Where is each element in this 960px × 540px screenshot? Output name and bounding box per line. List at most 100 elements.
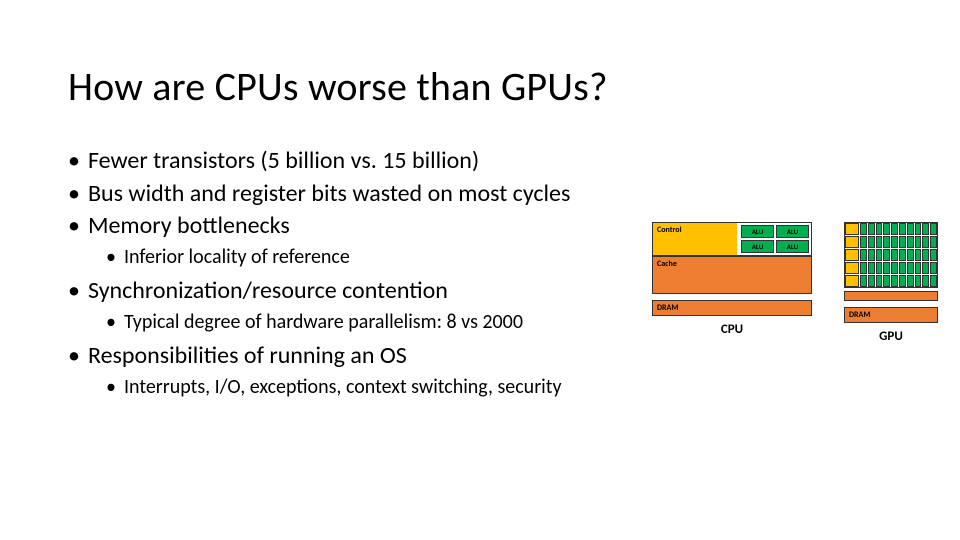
bullet-item: • Memory bottlenecks	[68, 211, 628, 242]
gpu-row	[845, 236, 937, 248]
gpu-alu-cell	[930, 236, 937, 248]
bullet-dot-icon: •	[106, 374, 116, 400]
gpu-row	[845, 275, 937, 287]
gpu-alu-cell	[876, 249, 883, 261]
bullet-list: • Fewer transistors (5 billion vs. 15 bil…	[68, 146, 628, 406]
gpu-control-mini	[845, 275, 859, 287]
gpu-alu-cell	[899, 275, 906, 287]
gpu-alu-cell	[899, 236, 906, 248]
gpu-alu-cell	[868, 275, 875, 287]
gpu-alu-cell	[922, 275, 929, 287]
bullet-text: Inferior locality of reference	[124, 244, 350, 270]
gpu-alu-cell	[868, 262, 875, 274]
slide: How are CPUs worse than GPUs? •Fewer tra…	[0, 0, 960, 540]
sub-bullet-item: • Interrupts, I/O, exceptions, context sw…	[106, 374, 628, 400]
gpu-alu-cell	[876, 236, 883, 248]
cpu-alu-block: ALU	[741, 240, 774, 253]
cpu-control-label: Control	[657, 225, 682, 235]
gpu-control-mini	[845, 262, 859, 274]
gpu-caption: GPU	[844, 329, 938, 344]
gpu-diagram: DRAM GPU	[844, 222, 938, 344]
gpu-alu-cell	[883, 249, 890, 261]
gpu-alu-cell	[876, 223, 883, 235]
bullet-text: Synchronization/resource contention	[88, 276, 448, 307]
gpu-row	[845, 223, 937, 235]
cpu-dram-label: DRAM	[657, 303, 678, 313]
cpu-control-block: Control	[653, 223, 737, 255]
gpu-alu-cell	[899, 223, 906, 235]
gpu-alu-cell	[883, 223, 890, 235]
bullet-text: Memory bottlenecks	[88, 211, 290, 242]
bullet-dot-icon: •	[106, 244, 116, 270]
gpu-alu-cell	[891, 236, 898, 248]
gpu-control-mini	[845, 223, 859, 235]
gpu-dram-label: DRAM	[849, 310, 870, 320]
gpu-control-mini	[845, 236, 859, 248]
gpu-alu-cell	[915, 249, 922, 261]
gpu-alu-cell	[915, 223, 922, 235]
gpu-alu-cell	[883, 236, 890, 248]
bullet-dot-icon: •	[68, 179, 80, 210]
bullet-item: • Synchronization/resource contention	[68, 276, 628, 307]
bullet-text: Interrupts, I/O, exceptions, context swi…	[124, 374, 562, 400]
gpu-alu-cell	[860, 236, 867, 248]
bullet-item: • Responsibilities of running an OS	[68, 341, 628, 372]
bullet-dot-icon: •	[68, 211, 80, 242]
bullet-text: Bus width and register bits wasted on mo…	[88, 179, 570, 210]
bullet-dot-icon: •	[68, 276, 80, 307]
gpu-alu-cell	[907, 275, 914, 287]
gpu-alu-cell	[915, 262, 922, 274]
cpu-top-row: Control ALU ALU ALU ALU	[652, 222, 812, 256]
bullet-text: Typical degree of hardware parallelism: …	[124, 309, 523, 335]
gpu-alu-cell	[922, 236, 929, 248]
gpu-alu-cell	[907, 223, 914, 235]
bullet-text: Fewer transistors (5 billion vs. 15 bill…	[88, 146, 479, 177]
cpu-alu-block: ALU	[741, 225, 774, 238]
gpu-alu-cell	[876, 275, 883, 287]
cpu-cache-label: Cache	[657, 259, 677, 269]
gpu-alu-cell	[930, 249, 937, 261]
architecture-diagrams: Control ALU ALU ALU ALU Cache DRAM CPU	[652, 222, 942, 344]
cpu-diagram: Control ALU ALU ALU ALU Cache DRAM CPU	[652, 222, 812, 344]
gpu-alu-cell	[883, 275, 890, 287]
gpu-alu-cell	[860, 223, 867, 235]
gpu-control-mini	[845, 249, 859, 261]
gpu-alu-cell	[860, 262, 867, 274]
bullet-dot-icon: •	[106, 309, 116, 335]
bullet-item: • Bus width and register bits wasted on m…	[68, 179, 628, 210]
cpu-alu-block: ALU	[776, 225, 809, 238]
gpu-alu-cell	[868, 236, 875, 248]
cpu-alu-grid: ALU ALU ALU ALU	[737, 223, 811, 255]
gpu-alu-grid	[844, 222, 938, 288]
gpu-cache-block	[844, 291, 938, 301]
gpu-alu-cell	[915, 275, 922, 287]
sub-bullet-item: • Typical degree of hardware parallelism:…	[106, 309, 628, 335]
gpu-row	[845, 262, 937, 274]
cpu-dram-block: DRAM	[652, 300, 812, 316]
gpu-alu-cell	[899, 249, 906, 261]
bullet-text: Responsibilities of running an OS	[88, 341, 407, 372]
gpu-alu-cell	[891, 249, 898, 261]
gpu-alu-cell	[868, 223, 875, 235]
gpu-alu-cell	[922, 262, 929, 274]
gpu-alu-cell	[883, 262, 890, 274]
gpu-alu-cell	[907, 262, 914, 274]
gpu-alu-cell	[907, 249, 914, 261]
gpu-alu-cell	[891, 223, 898, 235]
gpu-alu-cell	[868, 249, 875, 261]
gpu-alu-cell	[907, 236, 914, 248]
gpu-alu-cell	[922, 249, 929, 261]
gpu-row	[845, 249, 937, 261]
gpu-alu-cell	[891, 275, 898, 287]
cpu-cache-block: Cache	[652, 256, 812, 294]
gpu-alu-cell	[860, 275, 867, 287]
gpu-alu-cell	[876, 262, 883, 274]
cpu-caption: CPU	[652, 322, 812, 337]
gpu-alu-cell	[930, 262, 937, 274]
bullet-item: •Fewer transistors (5 billion vs. 15 bil…	[68, 146, 628, 177]
gpu-alu-cell	[930, 223, 937, 235]
cpu-alu-block: ALU	[776, 240, 809, 253]
gpu-alu-cell	[922, 223, 929, 235]
gpu-dram-block: DRAM	[844, 307, 938, 323]
bullet-dot-icon: •	[68, 341, 80, 372]
